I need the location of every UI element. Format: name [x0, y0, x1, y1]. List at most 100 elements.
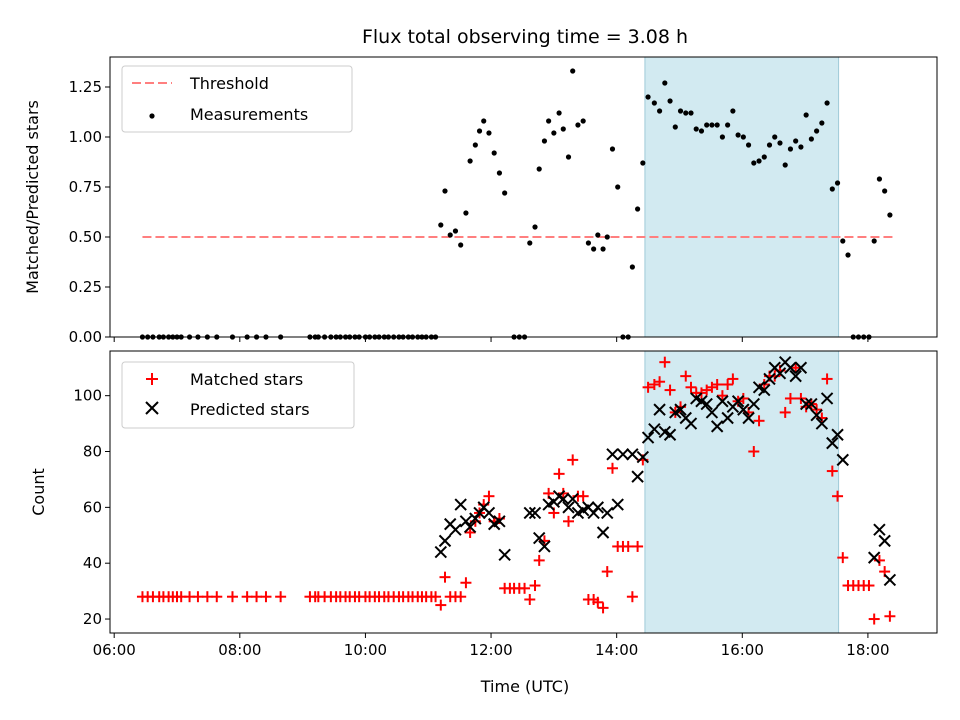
matched-star-point: [251, 591, 263, 603]
predicted-star-point: [773, 367, 787, 380]
count-panel: 20 40 60 80 100 06:00 08:00 10:00 12:00 14:00 16:…: [29, 350, 938, 696]
matched-star-point: [790, 362, 802, 374]
measurement-point: [486, 130, 492, 136]
count-x-ticks: 06:00 08:00 10:00 12:00 14:00 16:00 18:00: [93, 633, 890, 659]
predicted-star-point: [636, 450, 650, 464]
measurement-point: [585, 240, 592, 246]
measurement-point: [882, 188, 888, 194]
measurement-point: [704, 122, 710, 128]
measurement-point: [756, 158, 762, 164]
matched-star-point: [464, 526, 476, 538]
predicted-star-point: [836, 453, 849, 467]
matched-star-point: [597, 602, 609, 614]
measurement-point: [698, 128, 705, 134]
predicted-star-point: [815, 417, 829, 430]
matched-star-point: [863, 580, 875, 592]
matched-star-point: [784, 392, 796, 404]
predicted-star-point: [463, 520, 477, 534]
legend-measurement-swatch: [149, 113, 155, 119]
y-tick-label: 40: [83, 554, 102, 572]
legend-matched-label: Matched stars: [190, 370, 303, 389]
measurement-point: [777, 140, 783, 146]
matched-star-point: [439, 571, 451, 583]
x-tick-label: 14:00: [595, 641, 638, 659]
predicted-star-point: [873, 523, 886, 536]
measurement-point: [467, 158, 473, 164]
matched-star-point: [524, 593, 536, 605]
predicted-star-point: [705, 406, 719, 419]
predicted-star-point: [700, 397, 713, 411]
predicted-star-point: [763, 372, 776, 386]
matched-star-point: [260, 591, 272, 603]
matched-star-point: [455, 591, 467, 603]
measurement-point: [725, 122, 731, 128]
matched-star-point: [837, 552, 849, 564]
matched-star-point: [577, 490, 589, 502]
predicted-star-point: [742, 411, 755, 425]
predicted-star-point: [810, 409, 823, 422]
measurement-point: [845, 252, 851, 258]
matched-star-point: [868, 613, 880, 625]
measurement-point: [871, 238, 877, 244]
y-tick-label: 1.00: [69, 128, 102, 146]
predicted-star-point: [758, 383, 771, 397]
y-tick-label: 0.25: [69, 278, 102, 296]
matched-star-point: [632, 540, 644, 552]
predicted-star-point: [878, 534, 891, 548]
matched-star-point: [192, 591, 204, 603]
predicted-star-point: [591, 501, 605, 514]
measurement-point: [452, 228, 459, 234]
legend-measurements-label: Measurements: [190, 105, 308, 124]
predicted-star-point: [883, 573, 897, 587]
predicted-star-point: [626, 448, 639, 461]
measurement-point: [556, 110, 562, 116]
chart-title: Flux total observing time = 3.08 h: [362, 26, 688, 48]
measurement-point: [829, 186, 835, 192]
measurement-point: [570, 68, 576, 74]
measurement-point: [640, 160, 646, 166]
matched-star-point: [275, 591, 287, 603]
predicted-star-point: [616, 448, 630, 461]
predicted-star-point: [523, 506, 536, 520]
predicted-star-point: [794, 361, 808, 374]
matched-star-point: [642, 381, 654, 393]
y-tick-label: 0.75: [69, 178, 102, 196]
ratio-legend-box: [121, 65, 353, 133]
matched-star-point: [553, 468, 565, 480]
measurement-point: [667, 98, 673, 104]
measurement-point: [491, 150, 497, 156]
matched-star-point: [716, 390, 728, 402]
measurement-point: [560, 126, 566, 132]
measurement-point: [714, 122, 720, 128]
measurement-point: [463, 210, 469, 216]
predicted-star-point: [566, 492, 579, 506]
measurement-point: [814, 128, 820, 134]
measurement-point: [527, 240, 533, 246]
measurement-point: [683, 110, 689, 116]
y-tick-label: 0.50: [69, 228, 102, 246]
count-points: [136, 355, 897, 625]
measurement-point: [761, 154, 767, 160]
measurement-point: [834, 180, 841, 186]
predicted-star-point: [805, 397, 818, 411]
predicted-star-point: [631, 470, 644, 483]
predicted-star-point: [493, 515, 506, 528]
matched-star-point: [606, 462, 618, 474]
measurement-point: [798, 144, 804, 150]
predicted-star-point: [799, 397, 813, 411]
ratio-y-ticks: 0.00 0.25 0.50 0.75 1.00 1.25: [69, 78, 110, 346]
measurement-point: [651, 100, 657, 106]
measurement-point: [580, 118, 586, 124]
predicted-star-point: [789, 369, 802, 383]
ratio-highlight-span: [644, 56, 840, 338]
measurement-point: [532, 224, 538, 230]
matched-star-point: [659, 356, 671, 368]
measurement-point: [551, 130, 557, 136]
ratio-panel: 0.00 0.25 0.50 0.75 1.00 1.25 Matched/Predict…: [23, 56, 938, 346]
y-tick-label: 100: [73, 387, 102, 405]
measurement-point: [472, 142, 478, 148]
predicted-star-point: [867, 551, 881, 564]
measurement-point: [688, 110, 694, 116]
predicted-star-point: [747, 397, 761, 411]
